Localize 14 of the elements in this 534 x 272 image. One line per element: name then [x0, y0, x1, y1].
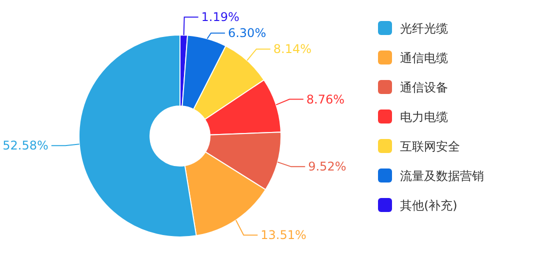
data-label: 6.30% [228, 26, 266, 40]
legend-label: 其他(补充) [400, 198, 458, 212]
legend-label: 通信设备 [400, 80, 448, 94]
data-label: 1.19% [201, 10, 240, 24]
data-label: 8.76% [306, 92, 345, 106]
data-label: 9.52% [308, 160, 346, 174]
legend-label: 光纤光缆 [400, 22, 448, 36]
legend-label: 互联网安全 [400, 140, 460, 154]
legend-label: 通信电缆 [400, 51, 448, 65]
legend-label: 流量及数据营销 [400, 169, 484, 183]
legend-label: 电力电缆 [400, 110, 448, 124]
data-label: 8.14% [273, 42, 312, 56]
data-label: 13.51% [260, 228, 306, 242]
data-label: 52.58% [2, 138, 48, 153]
